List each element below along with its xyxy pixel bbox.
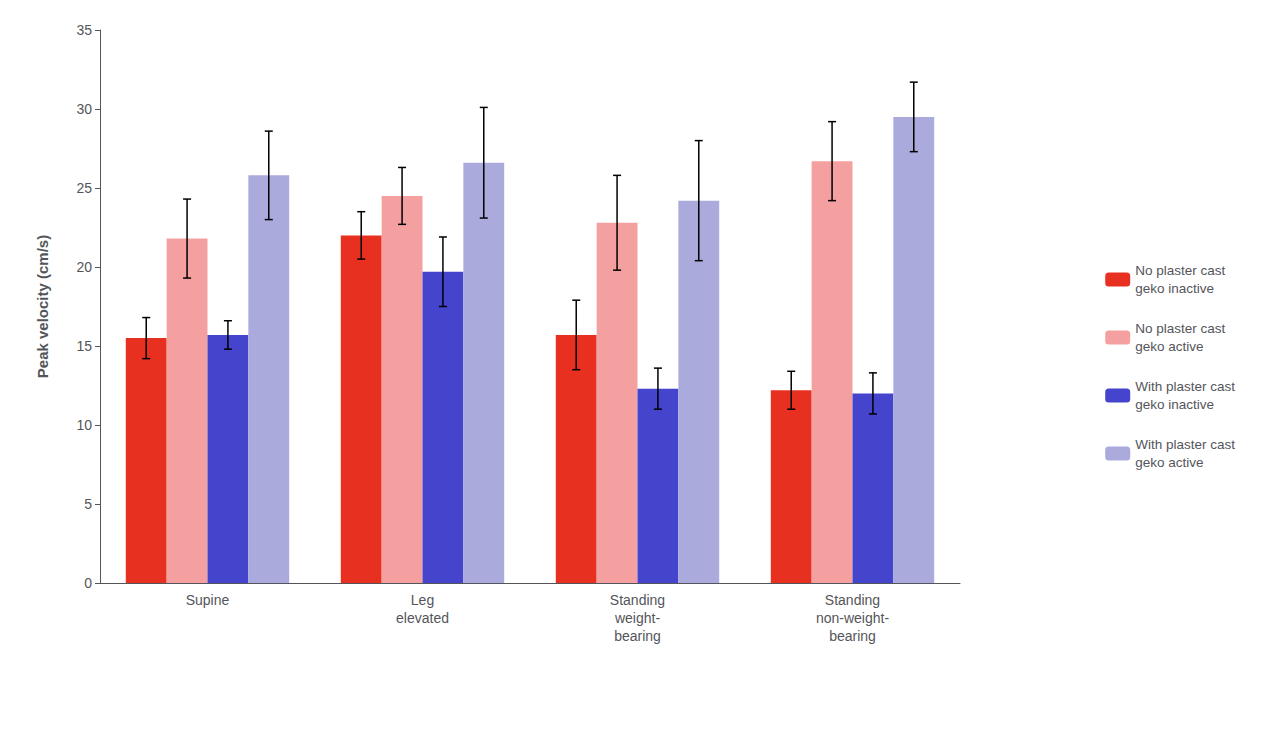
svg-text:0: 0 xyxy=(84,575,92,591)
svg-text:bearing: bearing xyxy=(829,628,876,644)
svg-text:5: 5 xyxy=(84,496,92,512)
svg-text:elevated: elevated xyxy=(396,610,449,626)
svg-text:Standing: Standing xyxy=(825,592,880,608)
svg-text:No plaster cast: No plaster cast xyxy=(1135,263,1225,278)
svg-text:Supine: Supine xyxy=(186,592,230,608)
svg-text:With plaster cast: With plaster cast xyxy=(1135,379,1235,394)
svg-text:20: 20 xyxy=(76,259,92,275)
svg-text:bearing: bearing xyxy=(614,628,661,644)
svg-text:30: 30 xyxy=(76,101,92,117)
svg-text:geko inactive: geko inactive xyxy=(1135,397,1214,412)
svg-text:geko active: geko active xyxy=(1135,339,1203,354)
svg-text:35: 35 xyxy=(76,22,92,38)
svg-text:Leg: Leg xyxy=(411,592,434,608)
svg-text:non-weight-: non-weight- xyxy=(816,610,889,626)
svg-text:15: 15 xyxy=(76,338,92,354)
svg-text:Peak velocity (cm/s): Peak velocity (cm/s) xyxy=(34,235,51,378)
svg-text:10: 10 xyxy=(76,417,92,433)
svg-text:geko inactive: geko inactive xyxy=(1135,281,1214,296)
svg-text:With plaster cast: With plaster cast xyxy=(1135,437,1235,452)
svg-text:Standing: Standing xyxy=(610,592,665,608)
svg-text:25: 25 xyxy=(76,180,92,196)
svg-text:weight-: weight- xyxy=(614,610,660,626)
svg-text:geko active: geko active xyxy=(1135,455,1203,470)
svg-text:No plaster cast: No plaster cast xyxy=(1135,321,1225,336)
